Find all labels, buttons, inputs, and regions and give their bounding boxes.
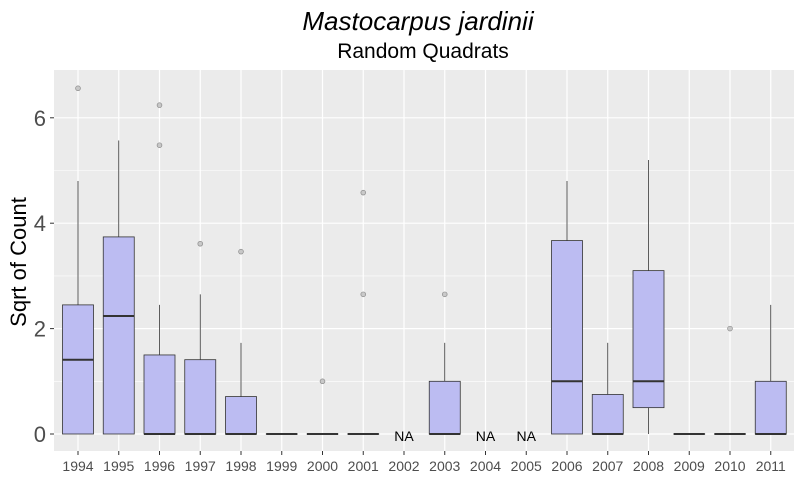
x-tick-label: 2000 xyxy=(307,458,338,474)
outlier-point xyxy=(319,378,326,385)
x-tick-label: 1994 xyxy=(62,458,93,474)
box-2001 xyxy=(347,189,380,435)
box-rect xyxy=(102,236,135,435)
chart-subtitle: Random Quadrats xyxy=(337,40,509,63)
box-2005: NA xyxy=(517,428,537,444)
boxes-layer: NA NA NA xyxy=(62,85,787,444)
box-rect xyxy=(225,396,257,435)
box-1994 xyxy=(62,85,94,435)
box-1996 xyxy=(143,102,176,435)
box-2008 xyxy=(632,159,665,434)
x-tick-label: 1999 xyxy=(266,458,297,474)
outlier-point xyxy=(75,85,81,92)
box-rect xyxy=(551,240,583,435)
x-tick-label: 2009 xyxy=(674,458,705,474)
box-rect xyxy=(184,359,217,435)
na-label: NA xyxy=(394,428,414,444)
box-rect xyxy=(143,354,176,435)
outlier-point xyxy=(238,248,244,255)
x-tick-label: 2003 xyxy=(429,458,460,474)
box-2007 xyxy=(591,342,624,435)
box-1995 xyxy=(102,140,135,435)
box-1998 xyxy=(225,248,257,435)
box-2006 xyxy=(551,181,583,435)
x-tick-label: 2004 xyxy=(470,458,501,474)
box-rect xyxy=(62,304,94,435)
x-tick-label: 1995 xyxy=(103,458,134,474)
x-tick-label: 2001 xyxy=(348,458,379,474)
box-rect xyxy=(632,270,665,409)
outlier-point xyxy=(442,291,448,298)
outlier-point xyxy=(360,291,367,298)
x-tick-label: 2008 xyxy=(633,458,664,474)
box-2004: NA xyxy=(476,428,496,444)
y-tick-label: 4 xyxy=(34,211,46,236)
x-tick-label: 2002 xyxy=(388,458,419,474)
na-label: NA xyxy=(517,428,537,444)
outlier-point xyxy=(360,189,367,196)
x-tick-label: 1996 xyxy=(144,458,175,474)
box-2010 xyxy=(714,325,746,435)
na-label: NA xyxy=(476,428,496,444)
outlier-point xyxy=(197,241,204,247)
x-tick-label: 2006 xyxy=(551,458,582,474)
plot-panel xyxy=(54,70,794,451)
box-rect xyxy=(754,380,787,435)
y-tick-label: 2 xyxy=(34,317,46,342)
box-2003 xyxy=(428,291,461,435)
y-axis-ticks: 0 2 4 6 xyxy=(34,106,54,447)
x-tick-label: 2005 xyxy=(511,458,542,474)
box-2011 xyxy=(754,304,787,435)
chart-title: Mastocarpus jardinii xyxy=(302,6,534,36)
box-1997 xyxy=(184,241,217,435)
x-tick-label: 1997 xyxy=(185,458,216,474)
x-axis-ticks: 1994 1995 1996 1997 1998 1999 2000 2001 2002 2003… xyxy=(62,451,786,474)
box-2002: NA xyxy=(394,428,414,444)
outlier-point xyxy=(727,325,733,332)
x-tick-label: 2010 xyxy=(714,458,745,474)
x-tick-label: 1998 xyxy=(225,458,256,474)
outlier-point xyxy=(156,102,163,108)
y-axis-label: Sqrt of Count xyxy=(6,197,31,327)
x-tick-label: 2011 xyxy=(756,458,786,474)
y-tick-label: 0 xyxy=(34,422,46,447)
x-tick-label: 2007 xyxy=(592,458,623,474)
box-rect xyxy=(591,394,624,435)
box-2000 xyxy=(306,378,339,435)
y-tick-label: 6 xyxy=(34,106,46,131)
outlier-point xyxy=(156,142,163,148)
box-rect xyxy=(428,380,461,435)
